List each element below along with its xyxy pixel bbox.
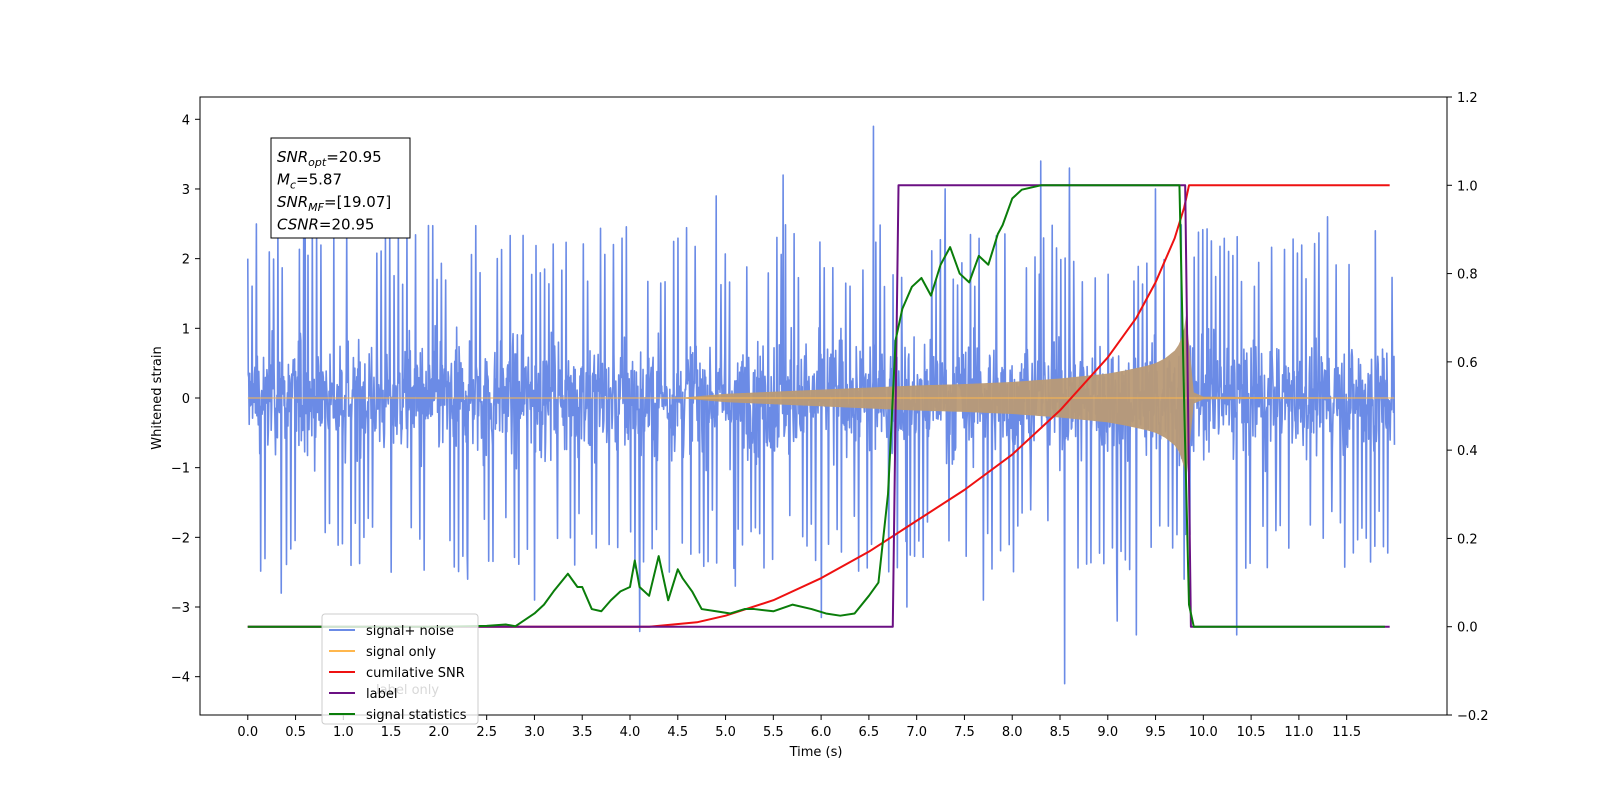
- x-tick-label: 7.0: [906, 725, 927, 740]
- x-tick-label: 5.0: [715, 725, 736, 740]
- x-tick-label: 10.5: [1237, 725, 1266, 740]
- annotation-line: SNRopt=20.95: [277, 148, 382, 169]
- y-tick-label-right: 0.8: [1457, 268, 1478, 283]
- x-tick-label: 1.5: [381, 725, 402, 740]
- y-tick-label-left: 2: [182, 253, 190, 268]
- y-tick-label-right: 1.0: [1457, 179, 1478, 194]
- x-tick-label: 2.5: [476, 725, 497, 740]
- y-tick-label-left: −3: [171, 601, 190, 616]
- y-tick-label-right: 1.2: [1457, 91, 1478, 106]
- annotation-line: Mc=5.87: [277, 171, 342, 192]
- y-tick-label-left: −4: [171, 671, 190, 686]
- axes-frame: [199, 96, 1448, 716]
- x-tick-label: 11.0: [1284, 725, 1313, 740]
- x-tick-label: 9.0: [1097, 725, 1118, 740]
- y-tick-label-left: 3: [182, 183, 190, 198]
- y-tick-label-left: −2: [171, 531, 190, 546]
- x-tick-label: 6.0: [811, 725, 832, 740]
- x-tick-label: 0.0: [237, 725, 258, 740]
- x-tick-label: 8.0: [1002, 725, 1023, 740]
- y-tick-label-left: 4: [182, 113, 190, 128]
- x-tick-label: 3.0: [524, 725, 545, 740]
- y-tick-label-right: 0.4: [1457, 444, 1478, 459]
- series-cumulative-snr-line: [247, 184, 1390, 628]
- x-tick-label: 10.0: [1189, 725, 1218, 740]
- y-axis-label: Whitened strain: [150, 346, 165, 449]
- annotation-line: CSNR=20.95: [277, 216, 374, 234]
- annotation-frame: [270, 137, 411, 239]
- plot-clip-group: [246, 125, 1396, 685]
- x-axis-label: Time (s): [789, 745, 843, 760]
- x-tick-label: 4.5: [667, 725, 688, 740]
- x-tick-label: 9.5: [1145, 725, 1166, 740]
- series-signal-noise-line: [246, 125, 1396, 685]
- series-signal-statistics-line: [247, 184, 1385, 628]
- x-tick-label: 0.5: [285, 725, 306, 740]
- y-tick-label-right: 0.0: [1457, 621, 1478, 636]
- legend-ghost-text: label only: [376, 683, 439, 698]
- x-tick-label: 3.5: [572, 725, 593, 740]
- x-tick-label: 11.5: [1332, 725, 1361, 740]
- legend-entry-label: label: [366, 687, 397, 702]
- y-tick-label-left: 1: [182, 322, 190, 337]
- x-tick-label: 5.5: [763, 725, 784, 740]
- y-tick-label-right: 0.6: [1457, 356, 1478, 371]
- legend: label only signal+ noise signal only cumila…: [321, 613, 479, 725]
- x-tick-label: 6.5: [859, 725, 880, 740]
- legend-entry-label: cumilative SNR: [366, 666, 465, 681]
- x-tick-label: 1.0: [333, 725, 354, 740]
- legend-frame: [321, 613, 479, 725]
- x-tick-label: 4.0: [620, 725, 641, 740]
- plot-area: [246, 125, 1396, 685]
- y-tick-label-right: 0.2: [1457, 532, 1478, 547]
- x-tick-label: 7.5: [954, 725, 975, 740]
- annotation-line: SNRMF=[19.07]: [277, 193, 391, 214]
- x-tick-label: 2.0: [429, 725, 450, 740]
- y-tick-label-right: −0.2: [1457, 709, 1489, 724]
- legend-entry-label: signal+ noise: [366, 624, 454, 639]
- legend-entry-label: signal statistics: [366, 708, 467, 723]
- x-tick-label: 8.5: [1050, 725, 1071, 740]
- y-tick-label-left: 0: [182, 392, 190, 407]
- y-tick-label-left: −1: [171, 462, 190, 477]
- axes: 0.0 0.5 1.0 1.5 2.0 2.5 3.0 3.5 4.0 4.5 5.0 5.5 6.0 6…: [171, 91, 1489, 740]
- legend-entry-label: signal only: [366, 645, 436, 660]
